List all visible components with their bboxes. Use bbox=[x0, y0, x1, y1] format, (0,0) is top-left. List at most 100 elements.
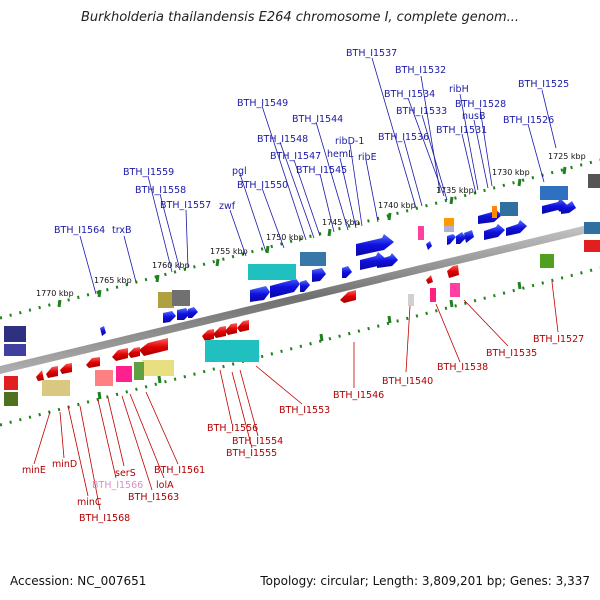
gene-arrow-forward bbox=[464, 230, 474, 243]
ruler-label: 1755 kbp bbox=[210, 247, 248, 256]
gene-label: BTH_I1559 bbox=[123, 167, 174, 178]
gene-block bbox=[584, 240, 600, 252]
gene-arrow-forward bbox=[426, 241, 432, 250]
reverse-genes bbox=[36, 265, 459, 381]
gene-label: BTH_I1546 bbox=[333, 390, 384, 401]
chromosome-backbone bbox=[0, 222, 600, 374]
gene-label: ribD-1 bbox=[335, 136, 364, 147]
top-ruler bbox=[0, 158, 600, 320]
bottom-leader-lines bbox=[33, 281, 559, 511]
gene-label: pgl bbox=[232, 166, 247, 177]
top-leader-lines bbox=[79, 57, 557, 295]
gene-arrow-forward bbox=[484, 224, 505, 240]
gene-label: BTH_I1557 bbox=[160, 200, 211, 211]
gene-block bbox=[134, 362, 144, 380]
gene-block bbox=[172, 290, 190, 306]
gene-block bbox=[540, 186, 568, 200]
gene-block bbox=[408, 294, 414, 306]
gene-arrow-reverse bbox=[447, 265, 459, 278]
gene-block bbox=[500, 202, 518, 216]
ruler-label: 1730 kbp bbox=[492, 168, 530, 177]
gene-block bbox=[450, 283, 460, 297]
gene-arrow-forward bbox=[100, 326, 106, 336]
gene-label: BTH_I1564 bbox=[54, 225, 105, 236]
gene-block bbox=[116, 366, 132, 382]
gene-label: BTH_I1568 bbox=[79, 513, 130, 524]
gene-block bbox=[42, 380, 70, 396]
top-gene-labels: BTH_I1537 BTH_I1532 BTH_I1534 BTH_I1533 … bbox=[54, 48, 569, 236]
gene-label: trxB bbox=[112, 225, 132, 236]
gene-arrow-reverse bbox=[213, 326, 226, 338]
gene-label: BTH_I1540 bbox=[382, 376, 433, 387]
gene-arrow-forward bbox=[250, 286, 270, 302]
gene-block bbox=[588, 174, 600, 188]
gene-block bbox=[95, 370, 113, 386]
gene-block bbox=[4, 392, 18, 406]
gene-arrow-reverse bbox=[86, 357, 100, 368]
gene-label: BTH_I1535 bbox=[486, 348, 537, 359]
gene-arrow-reverse bbox=[36, 370, 44, 381]
gene-block bbox=[418, 226, 424, 240]
gene-arrow-reverse bbox=[426, 275, 433, 284]
gene-block bbox=[248, 264, 296, 280]
gene-block bbox=[142, 360, 174, 376]
forward-genes bbox=[100, 198, 576, 336]
gene-arrow-forward bbox=[561, 201, 576, 214]
ruler-label: 1750 kbp bbox=[266, 233, 304, 242]
gene-arrow-forward bbox=[478, 208, 502, 224]
gene-label: BTH_I1547 bbox=[270, 151, 321, 162]
gene-arrow-reverse bbox=[139, 338, 168, 356]
gene-label: zwf bbox=[219, 201, 236, 212]
gene-arrow-forward bbox=[188, 307, 198, 318]
gene-label: BTH_I1544 bbox=[292, 114, 343, 125]
gene-arrow-forward bbox=[270, 276, 300, 298]
gene-arrow-forward bbox=[456, 232, 466, 244]
gene-label: BTH_I1558 bbox=[135, 185, 186, 196]
gene-block bbox=[300, 252, 326, 266]
gene-block bbox=[540, 254, 554, 268]
gene-block bbox=[205, 340, 259, 362]
topology-summary: Topology: circular; Length: 3,809,201 bp… bbox=[260, 574, 590, 588]
gene-arrow-forward bbox=[163, 311, 176, 323]
gene-arrow-forward bbox=[356, 234, 394, 256]
gene-label: BTH_I1531 bbox=[436, 125, 487, 136]
gene-label: ribH bbox=[449, 84, 469, 95]
ruler-label: 1735 kbp bbox=[436, 186, 474, 195]
gene-arrow-forward bbox=[177, 308, 190, 320]
gene-label: lolA bbox=[156, 480, 174, 491]
ruler-labels: 1725 kbp 1730 kbp 1735 kbp 1740 kbp 1745… bbox=[36, 152, 586, 298]
page-title: Burkholderia thailandensis E264 chromoso… bbox=[80, 10, 520, 25]
ruler-label: 1740 kbp bbox=[378, 201, 416, 210]
gene-arrow-reverse bbox=[128, 347, 140, 358]
ruler-label: 1745 kbp bbox=[322, 218, 360, 227]
gene-label: BTH_I1550 bbox=[237, 180, 288, 191]
gene-label: BTH_I1525 bbox=[518, 79, 569, 90]
gene-label: BTH_I1548 bbox=[257, 134, 308, 145]
gene-arrow-reverse bbox=[237, 320, 249, 332]
gene-label: minD bbox=[52, 459, 77, 470]
gene-arrow-forward bbox=[447, 234, 456, 245]
gene-arrow-reverse bbox=[112, 348, 128, 361]
ruler-label: 1765 kbp bbox=[94, 276, 132, 285]
gene-block bbox=[430, 288, 436, 302]
gene-label: BTH_I1556 bbox=[207, 423, 258, 434]
accession-text: Accession: NC_007651 bbox=[10, 574, 147, 588]
gene-label: BTH_I1537 bbox=[346, 48, 397, 59]
gene-label: BTH_I1532 bbox=[395, 65, 446, 76]
gene-arrow-reverse bbox=[225, 323, 237, 335]
gene-label: ribE bbox=[358, 152, 377, 163]
gene-block bbox=[4, 344, 26, 356]
gene-label: BTH_I1538 bbox=[437, 362, 488, 373]
gene-arrow-reverse bbox=[202, 329, 214, 341]
gene-label: minC bbox=[77, 497, 102, 508]
gene-arrow-reverse bbox=[46, 366, 58, 378]
gene-label: BTH_I1566 bbox=[92, 480, 143, 491]
gene-label: BTH_I1553 bbox=[279, 405, 330, 416]
gene-label: BTH_I1527 bbox=[533, 334, 584, 345]
gene-label: BTH_I1536 bbox=[378, 132, 429, 143]
ruler-label: 1760 kbp bbox=[152, 261, 190, 270]
gene-label: BTH_I1526 bbox=[503, 115, 554, 126]
bottom-gene-labels: BTH_I1527 BTH_I1535 BTH_I1538 BTH_I1540 … bbox=[22, 334, 584, 524]
gene-arrow-reverse bbox=[340, 290, 356, 303]
gene-block bbox=[584, 222, 600, 234]
